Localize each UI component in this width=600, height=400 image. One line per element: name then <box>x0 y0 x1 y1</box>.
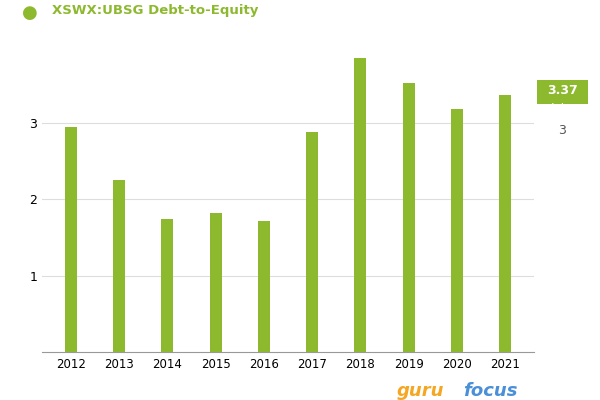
Bar <box>499 95 511 352</box>
Text: XSWX:UBSG Debt-to-Equity: XSWX:UBSG Debt-to-Equity <box>52 4 258 17</box>
Bar <box>258 221 270 352</box>
Bar <box>403 84 415 352</box>
Text: 3.37: 3.37 <box>547 84 578 98</box>
Text: debt_: debt_ <box>546 102 579 116</box>
Text: focus: focus <box>463 382 517 400</box>
Bar <box>65 127 77 352</box>
Bar <box>451 110 463 352</box>
Bar <box>161 218 173 352</box>
Bar <box>113 180 125 352</box>
Bar <box>355 58 367 352</box>
Text: ●: ● <box>22 4 38 22</box>
Text: guru: guru <box>396 382 444 400</box>
Text: 3: 3 <box>559 124 566 137</box>
Bar <box>209 213 221 352</box>
Bar <box>306 132 318 352</box>
